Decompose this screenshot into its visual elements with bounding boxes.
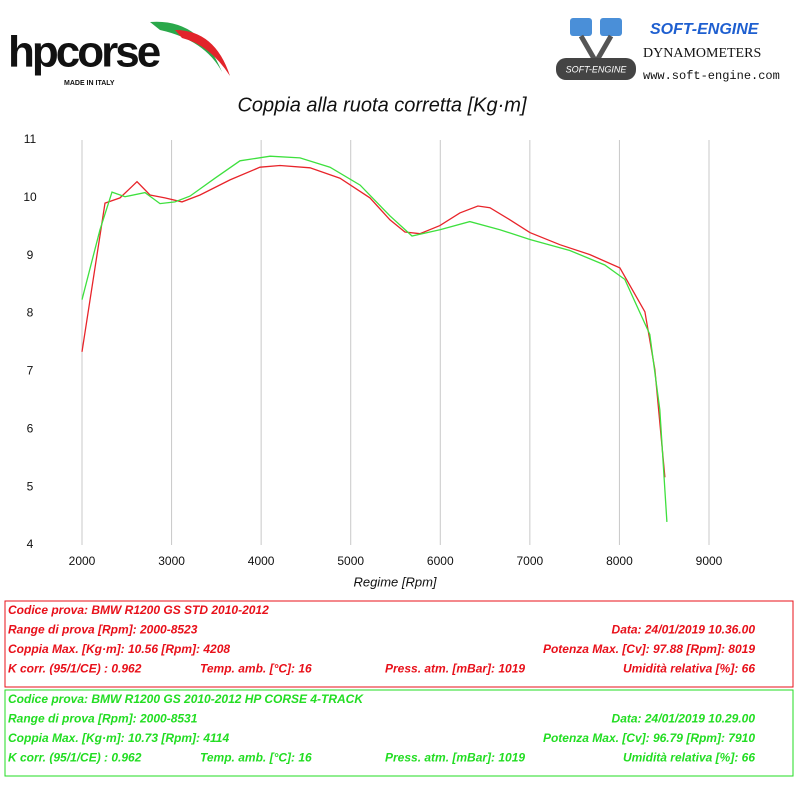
x-tick-label: 5000 — [337, 554, 364, 568]
test-info: Data: 24/01/2019 10.36.00 — [612, 623, 756, 637]
logo-text: SOFT-ENGINE — [566, 64, 628, 74]
test-info: Codice prova: BMW R1200 GS STD 2010-2012 — [8, 603, 269, 617]
test-info: Press. atm. [mBar]: 1019 — [385, 751, 525, 765]
y-tick-label: 10 — [23, 190, 37, 204]
dyno-url: www.soft-engine.com — [643, 69, 780, 83]
hpcorse-logo: hpcorse MADE IN ITALY — [8, 21, 230, 87]
x-tick-label: 2000 — [69, 554, 96, 568]
brand-name: hpcorse — [8, 28, 160, 77]
x-tick-label: 4000 — [248, 554, 275, 568]
test-info: Range di prova [Rpm]: 2000-8531 — [8, 712, 198, 726]
soft-engine-logo: SOFT-ENGINE SOFT-ENGINE DYNAMOMETERS www… — [556, 18, 780, 83]
test-info: Coppia Max. [Kg·m]: 10.56 [Rpm]: 4208 — [8, 642, 230, 656]
y-tick-label: 11 — [24, 132, 37, 146]
chart-title: Coppia alla ruota corretta [Kg·m] — [237, 94, 526, 116]
x-tick-label: 9000 — [696, 554, 723, 568]
x-tick-label: 6000 — [427, 554, 454, 568]
test-info: K corr. (95/1/CE) : 0.962 — [8, 751, 142, 765]
test-box — [4, 600, 794, 688]
x-tick-label: 7000 — [517, 554, 544, 568]
test-info: Potenza Max. [Cv]: 96.79 [Rpm]: 7910 — [543, 731, 755, 745]
test-info: Data: 24/01/2019 10.29.00 — [612, 712, 756, 726]
logo-base — [556, 58, 636, 80]
test-info: Temp. amb. [°C]: 16 — [200, 662, 312, 676]
test-info: Umidità relativa [%]: 66 — [623, 662, 755, 676]
y-tick-label: 6 — [27, 421, 34, 435]
x-axis-label: Regime [Rpm] — [353, 574, 436, 589]
torque-line — [81, 155, 668, 522]
y-tick-label: 8 — [27, 306, 34, 320]
test-info: Range di prova [Rpm]: 2000-8523 — [8, 623, 198, 637]
test-info: K corr. (95/1/CE) : 0.962 — [8, 662, 142, 676]
x-tick-label: 3000 — [158, 554, 185, 568]
y-tick-label: 5 — [27, 479, 34, 493]
y-tick-label: 4 — [27, 537, 34, 551]
brand-tagline: MADE IN ITALY — [64, 80, 115, 87]
dyno-brand: SOFT-ENGINE — [650, 21, 760, 38]
logo-piston — [600, 18, 622, 36]
test-info: Press. atm. [mBar]: 1019 — [385, 662, 525, 676]
test-info: Codice prova: BMW R1200 GS 2010-2012 HP … — [8, 692, 364, 706]
y-tick-label: 9 — [27, 248, 34, 262]
y-tick-label: 7 — [27, 364, 34, 378]
dyno-subtitle: DYNAMOMETERS — [643, 46, 761, 61]
x-tick-label: 8000 — [606, 554, 633, 568]
test-info: Coppia Max. [Kg·m]: 10.73 [Rpm]: 4114 — [8, 731, 229, 745]
test-box — [4, 689, 794, 777]
test-info: Potenza Max. [Cv]: 97.88 [Rpm]: 8019 — [543, 642, 755, 656]
test-info: Umidità relativa [%]: 66 — [623, 751, 755, 765]
logo-swoosh-red — [175, 30, 230, 76]
test-info: Temp. amb. [°C]: 16 — [200, 751, 312, 765]
torque-line — [81, 164, 666, 478]
logo-piston — [570, 18, 592, 36]
